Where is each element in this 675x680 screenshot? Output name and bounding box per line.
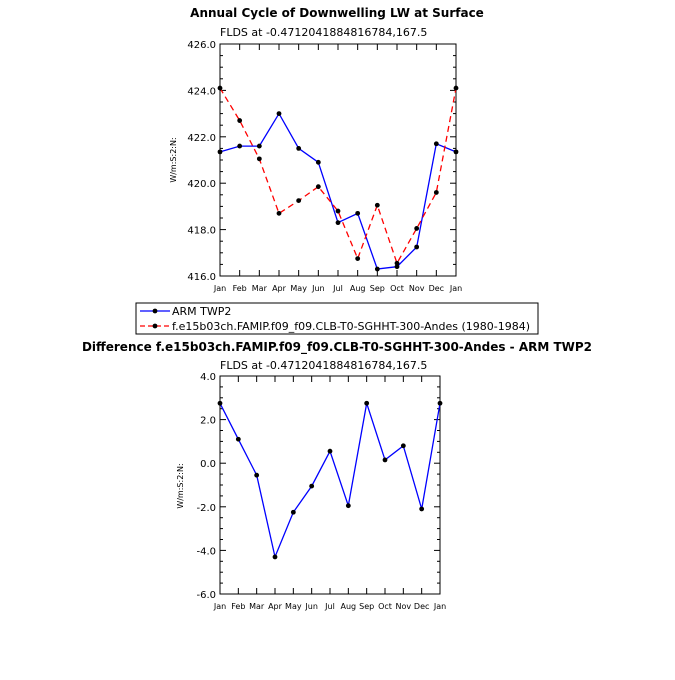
bottom-chart-series-0-point: [345, 503, 351, 509]
top-chart-series-0-point: [374, 266, 380, 272]
top-chart-series-0-point: [217, 149, 223, 155]
top-chart-series-0-point: [335, 220, 341, 226]
top-chart-xtick-label: Nov: [409, 284, 425, 293]
top-chart-ytick-label: 418.0: [187, 226, 216, 237]
top-chart-xtick-label: Apr: [272, 284, 287, 293]
legend-arm-marker: [152, 308, 158, 314]
top-chart-series-0-point: [315, 159, 321, 165]
top-chart-series-1-point: [374, 202, 380, 208]
top-chart-xtick-label: Feb: [233, 284, 247, 293]
top-chart-title: Annual Cycle of Downwelling LW at Surfac…: [190, 6, 484, 20]
top-chart-series-0-point: [256, 143, 262, 149]
top-chart-subtitle: FLDS at -0.4712041884816784,167.5: [220, 26, 427, 39]
bottom-chart-series-0-line: [219, 403, 441, 560]
top-chart-xtick-label: Aug: [350, 284, 366, 293]
bottom-chart-series-0-point: [419, 506, 425, 512]
bottom-chart-xtick-label: Mar: [249, 602, 265, 611]
bottom-chart-series-0-point: [235, 436, 241, 442]
bottom-chart-series-0-point: [437, 400, 443, 406]
bottom-chart-title: Difference f.e15b03ch.FAMIP.f09_f09.CLB-…: [82, 340, 592, 355]
top-chart-ytick-label: 424.0: [187, 86, 216, 97]
top-chart-ytick-label: 422.0: [187, 133, 216, 144]
top-chart-series-1-point: [414, 226, 420, 231]
top-chart-xtick-label: Mar: [252, 284, 268, 293]
top-chart-series-1-point: [237, 118, 243, 123]
legend-model-marker: [152, 323, 158, 329]
top-chart-ytick-label: 426.0: [187, 40, 216, 51]
top-chart-series-1-point: [217, 85, 223, 91]
top-chart-series-1-point: [355, 256, 361, 261]
bottom-chart-ytick-label: -4.0: [196, 546, 216, 557]
top-chart-ytick-label: 420.0: [187, 179, 216, 190]
top-chart-ylabel: W/m:S:2:N:: [169, 137, 178, 182]
bottom-chart-series-0-point: [309, 483, 315, 489]
top-chart-xtick-label: Jun: [311, 284, 325, 293]
top-chart-series-0-point: [237, 143, 243, 149]
top-chart-series-1-point: [335, 208, 341, 214]
bottom-chart-xtick-label: Nov: [396, 602, 412, 611]
top-chart-xtick-label: Oct: [390, 284, 404, 293]
top-chart-plot: 416.0 418.0 420.0 422.0 424.0 426.0 Jan Feb Mar A…: [187, 40, 462, 293]
top-chart-xtick-label: Dec: [429, 284, 444, 293]
top-chart-series-0-point: [276, 111, 282, 116]
bottom-chart-xtick-label: Sep: [359, 602, 374, 611]
bottom-chart-series-0-point: [400, 443, 406, 449]
top-chart-series-1-point: [276, 210, 282, 216]
top-chart-series-0-point: [355, 210, 361, 216]
bottom-chart-ytick-label: 0.0: [200, 459, 216, 470]
bottom-chart-frame: [219, 375, 441, 595]
top-chart-xtick-label: Jan: [213, 284, 226, 293]
bottom-chart-xtick-label: May: [285, 602, 302, 611]
legend-box: [135, 302, 539, 335]
legend: ARM TWP2 f.e15b03ch.FAMIP.f09_f09.CLB-T0…: [135, 302, 539, 335]
top-chart-series-0-point: [296, 146, 302, 151]
bottom-chart-series-0-point: [217, 400, 223, 406]
legend-model-label: f.e15b03ch.FAMIP.f09_f09.CLB-T0-SGHHT-30…: [172, 320, 530, 333]
bottom-chart-xtick-label: Oct: [378, 602, 392, 611]
bottom-chart-series-0-point: [364, 400, 370, 406]
legend-arm-label: ARM TWP2: [172, 305, 231, 318]
top-chart-series-0-line: [219, 112, 457, 270]
bottom-chart-ylabel: W/m:S:2:N:: [176, 463, 185, 508]
bottom-chart-xtick-label: Aug: [341, 602, 357, 611]
top-chart-series-1-point: [394, 260, 400, 266]
top-chart-series-0-point: [414, 244, 420, 250]
top-chart-series-1-point: [453, 85, 459, 91]
top-chart-series-0-point: [394, 264, 400, 270]
bottom-chart-xtick-label: Jul: [324, 602, 335, 611]
bottom-chart-series-0-point: [254, 472, 260, 478]
bottom-chart-subtitle: FLDS at -0.4712041884816784,167.5: [220, 359, 427, 372]
bottom-chart-ytick-label: 2.0: [200, 416, 216, 427]
top-chart-xtick-label: Sep: [370, 284, 385, 293]
bottom-chart-series-0-point: [272, 554, 278, 560]
bottom-chart-ytick-label: -2.0: [196, 503, 216, 514]
bottom-chart-series-0-point: [327, 448, 333, 454]
top-chart-series-1-point: [315, 184, 321, 190]
bottom-chart-xtick-label: Jun: [304, 602, 318, 611]
top-chart-series-1-point: [256, 156, 262, 162]
bottom-chart-ytick-label: 4.0: [200, 372, 216, 383]
bottom-chart-plot: -6.0 -4.0 -2.0 0.0 2.0 4.0 Jan Feb Mar Apr May Jun J…: [196, 372, 446, 611]
bottom-chart-xtick-label: Feb: [231, 602, 245, 611]
top-chart-xtick-label: May: [290, 284, 307, 293]
top-chart-series-1-point: [296, 198, 302, 204]
bottom-chart-xtick-label: Dec: [414, 602, 429, 611]
top-chart-frame: [219, 43, 457, 277]
bottom-chart-ytick-label: -6.0: [196, 590, 216, 601]
top-chart-ytick-label: 416.0: [187, 272, 216, 283]
bottom-chart-series-0-point: [382, 457, 388, 463]
top-chart-xtick-label: Jul: [332, 284, 343, 293]
top-chart-series-1-point: [433, 190, 439, 195]
bottom-chart-series-0-point: [290, 509, 296, 515]
bottom-chart-xtick-label: Jan: [213, 602, 226, 611]
bottom-chart-xtick-label: Jan: [433, 602, 446, 611]
top-chart-series-1-line: [219, 87, 457, 265]
top-chart-xtick-label: Jan: [449, 284, 462, 293]
top-chart-series-0-point: [453, 149, 459, 155]
bottom-chart-xtick-label: Apr: [268, 602, 283, 611]
top-chart-series-0-point: [433, 141, 439, 147]
